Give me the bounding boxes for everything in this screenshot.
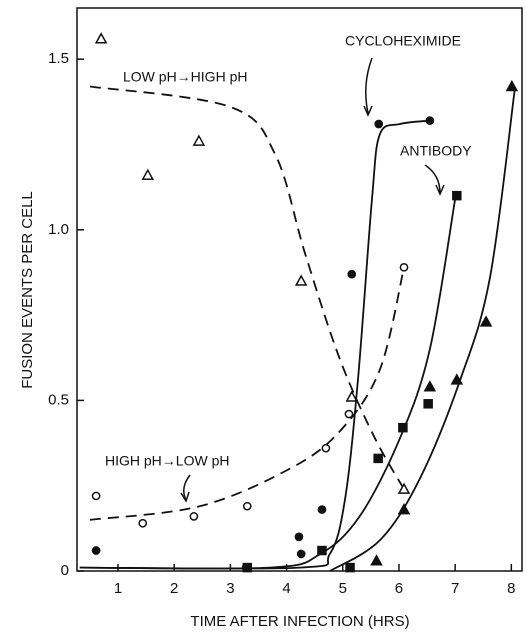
y-tick-label: 0.5 [48,391,69,408]
point [91,491,101,501]
point [450,373,464,385]
annotation-arrows [180,57,445,503]
x-tick-label: 5 [339,580,347,597]
x-tick-label: 4 [282,580,290,597]
arrow-head [435,184,445,196]
fit-curve [89,85,405,490]
series-label: LOW pH→HIGH pH [123,69,247,85]
point [294,274,308,286]
point [347,269,357,279]
point [138,518,148,528]
series-label: HIGH pH→LOW pH [105,453,229,469]
point [425,116,435,125]
point [189,512,199,521]
point [141,168,155,180]
point [397,482,411,494]
point [321,443,331,453]
arrow-head [363,105,373,117]
y-tick-label: 1.5 [48,50,69,67]
fit-curve [79,198,457,570]
point [192,134,206,146]
y-tick-label: 1.0 [48,221,69,238]
series-label: CYCLOHEXIMIDE [345,33,461,49]
x-tick-label: 8 [507,580,515,597]
plot-frame [76,7,523,572]
point [242,501,252,511]
point [479,315,493,327]
arrow [365,57,373,114]
point [294,532,304,542]
arrow-head [180,491,190,503]
point [91,546,101,555]
x-tick-label: 1 [114,580,122,597]
point [505,79,519,92]
point [296,549,306,559]
point [423,380,437,392]
point [373,453,383,464]
point [397,503,411,515]
fit-curve [329,89,516,572]
point [399,262,409,272]
point [94,32,108,44]
fit-curve [79,119,430,570]
x-tick-label: 7 [451,580,459,597]
arrow [424,164,441,194]
series-label: ANTIBODY [400,143,472,159]
point [317,545,327,556]
point [452,190,462,201]
arrow [183,474,191,501]
point [423,399,433,409]
x-tick-label: 6 [395,580,403,597]
point [317,505,327,514]
point [345,562,355,573]
y-axis-label: FUSION EVENTS PER CELL [19,191,36,389]
point [370,554,383,566]
point [242,562,252,573]
point [398,422,408,433]
point [344,409,354,419]
y-tick-label: 0 [61,562,69,579]
x-tick-label: 2 [170,580,178,597]
fit-curve [89,267,405,521]
point [345,390,359,402]
point [374,119,384,129]
x-tick-label: 3 [226,580,234,597]
x-axis-label: TIME AFTER INFECTION (HRS) [190,613,409,630]
